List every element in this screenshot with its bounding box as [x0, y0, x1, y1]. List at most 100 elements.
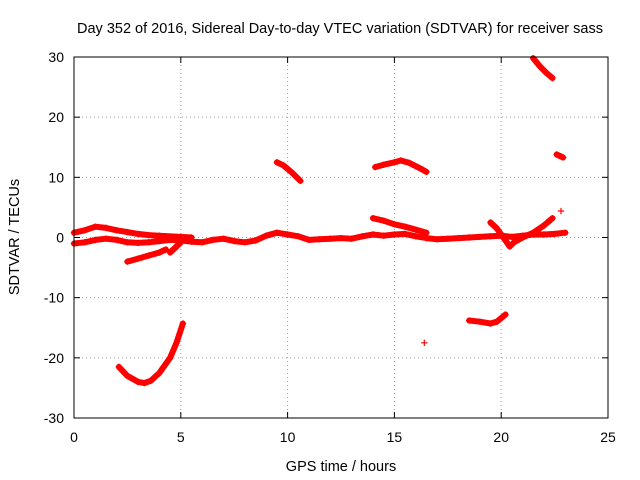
data-point [412, 226, 419, 233]
data-point [444, 235, 451, 242]
data-point [540, 231, 548, 238]
data-segment [421, 339, 428, 346]
data-segment [487, 215, 556, 250]
data-point [124, 239, 131, 246]
data-point [502, 311, 509, 318]
data-point [92, 236, 99, 244]
data-segment [273, 159, 304, 185]
data-point [542, 69, 550, 76]
x-tick-label: 20 [493, 429, 509, 445]
data-segment [115, 320, 187, 387]
data-point [295, 233, 302, 240]
data-point [421, 339, 428, 346]
x-tick-label: 0 [70, 429, 78, 445]
data-point [397, 157, 405, 164]
data-point [530, 55, 537, 62]
data-point [141, 379, 148, 387]
data-trace [273, 159, 304, 184]
data-point [81, 239, 88, 246]
y-tick-label: 10 [48, 169, 64, 185]
data-point [81, 227, 88, 234]
data-point [412, 233, 419, 240]
data-point [348, 235, 355, 242]
data-point [297, 177, 304, 185]
data-point [553, 151, 560, 158]
data-point [476, 318, 484, 325]
data-point [134, 255, 142, 262]
data-series [70, 55, 569, 387]
data-point [380, 232, 387, 239]
data-point [508, 233, 516, 241]
data-point [506, 243, 513, 250]
x-tick-label: 10 [280, 429, 296, 445]
data-point [113, 227, 120, 234]
data-point [433, 236, 441, 243]
data-point [115, 363, 123, 371]
y-tick-label: 20 [48, 109, 64, 125]
data-point [102, 235, 110, 242]
data-point [540, 222, 548, 229]
data-trace [487, 215, 556, 250]
data-point [156, 249, 163, 256]
data-point [380, 217, 387, 224]
data-point [369, 231, 377, 238]
y-tick-label: -10 [44, 290, 64, 306]
data-point [562, 229, 569, 236]
x-axis-label: GPS time / hours [286, 459, 396, 475]
data-point [124, 372, 131, 380]
data-point [166, 354, 174, 362]
data-segment [166, 239, 184, 256]
data-point [156, 237, 163, 245]
data-point [423, 234, 430, 242]
data-point [493, 225, 501, 232]
data-point [316, 236, 323, 243]
data-point [124, 258, 131, 265]
data-point [198, 239, 206, 246]
data-point [401, 223, 409, 230]
data-trace [167, 239, 184, 256]
data-point [124, 228, 131, 236]
data-point [134, 378, 142, 386]
data-point [498, 231, 505, 238]
data-point [510, 239, 518, 246]
data-point [134, 239, 142, 247]
data-point [465, 234, 473, 241]
data-point [173, 243, 180, 250]
data-trace [530, 55, 556, 82]
axis-ticks: 0 5 10 15 20 25 -30 -20 -10 0 10 20 30 [44, 49, 616, 445]
data-point [147, 377, 155, 384]
data-point [487, 219, 494, 226]
data-point [530, 229, 537, 236]
data-point [337, 234, 345, 242]
data-point [487, 320, 494, 327]
data-point [162, 246, 170, 253]
data-point [305, 236, 313, 244]
data-point [134, 230, 142, 238]
data-segment [530, 55, 556, 82]
data-point [549, 74, 556, 82]
y-tick-label: 0 [56, 230, 64, 246]
data-point [487, 233, 494, 240]
data-point [476, 233, 484, 241]
data-point [273, 229, 281, 236]
data-point [284, 231, 291, 238]
y-tick-label: -20 [44, 350, 64, 366]
data-point [423, 168, 430, 176]
data-point [113, 236, 120, 244]
data-point [173, 339, 180, 346]
y-tick-label: -30 [44, 410, 64, 426]
data-point [252, 237, 259, 244]
data-point [401, 230, 409, 238]
data-point [391, 221, 398, 228]
data-point [391, 159, 398, 166]
data-point [177, 239, 184, 246]
data-point [327, 235, 334, 242]
data-point [241, 239, 249, 246]
data-point [188, 238, 195, 245]
data-point [209, 236, 217, 244]
data-point [493, 318, 501, 325]
data-point [416, 165, 424, 172]
data-segment [371, 157, 430, 176]
data-point [280, 162, 287, 169]
